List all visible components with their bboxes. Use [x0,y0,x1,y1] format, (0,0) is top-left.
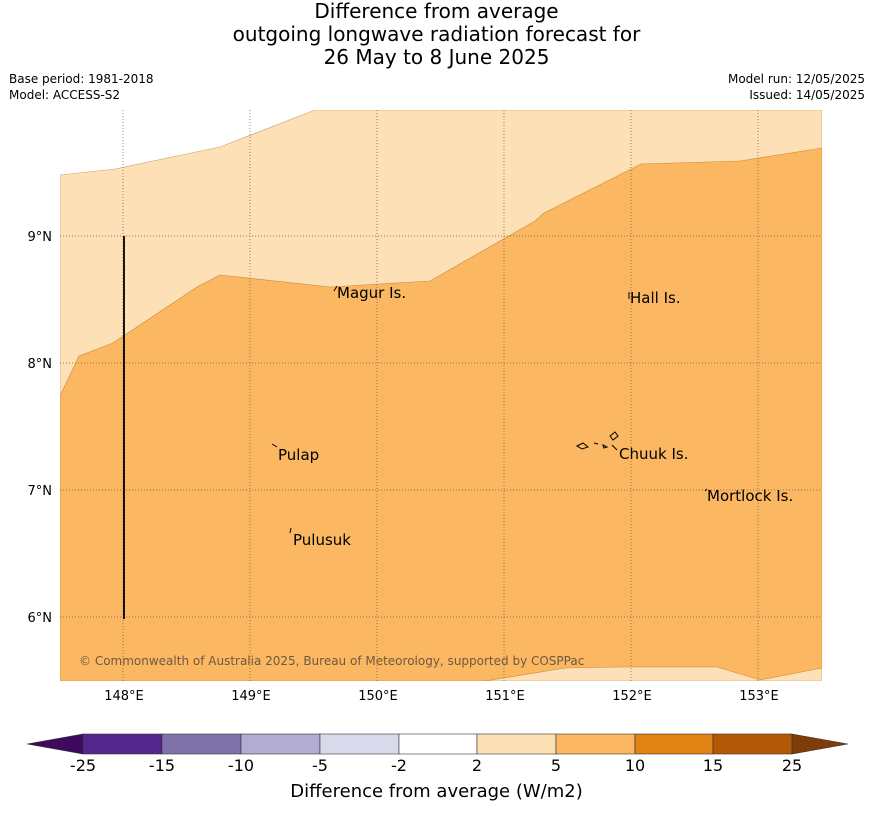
lon-label-151: 151°E [485,689,525,704]
colorbar-tick-label: -15 [148,756,176,775]
colorbar-tick-label: -2 [391,756,407,775]
colorbar-bin-6 [476,733,557,755]
place-label-pulusuk: Pulusuk [293,531,351,549]
colorbar-bin-8 [634,733,714,755]
colorbar-bin-4 [319,733,400,755]
lat-label-7n: 7°N [28,484,53,499]
colorbar-bin-3 [240,733,321,755]
lat-label-6n: 6°N [28,611,53,626]
map-title: Difference from average outgoing longwav… [0,0,873,69]
colorbar-tick-label: -25 [69,756,97,775]
model-run-text: Model run: 12/05/2025 [727,72,865,86]
colorbar-bin-5 [398,733,478,755]
lon-label-149: 149°E [231,689,271,704]
island-outlines [271,285,708,534]
lon-label-153: 153°E [739,689,779,704]
colorbar-title: Difference from average (W/m2) [290,781,583,802]
colorbar-tick-label: 2 [471,756,483,775]
lon-axis-labels: 148°E 149°E 150°E 151°E 152°E 153°E [104,689,779,704]
title-line-2: outgoing longwave radiation forecast for [232,22,641,46]
colorbar-tick-label: 5 [550,756,562,775]
meta-left: Base period: 1981-2018 Model: ACCESS-S2 [9,71,154,103]
map-area: Magur Is. Hall Is. Pulap Chuuk Is. Mortl… [60,110,822,681]
colorbar-bin-9 [712,733,793,755]
colorbar-tick-label: 15 [702,756,724,775]
colorbar-tick-label: -10 [227,756,255,775]
lon-label-152: 152°E [612,689,652,704]
colorbar [26,733,849,755]
place-label-chuuk: Chuuk Is. [619,445,688,463]
colorbar-extend-min [26,733,84,755]
meta-right: Model run: 12/05/2025 Issued: 14/05/2025 [728,71,865,103]
colorbar-bin-1 [82,733,163,755]
lat-label-9n: 9°N [28,230,53,245]
colorbar-extend-max [791,733,849,755]
copyright-notice: © Commonwealth of Australia 2025, Bureau… [79,654,584,668]
colorbar-tick-label: 10 [624,756,646,775]
colorbar-tick-label: -5 [312,756,328,775]
place-label-pulap: Pulap [278,446,319,464]
place-label-mortlock: Mortlock Is. [707,487,793,505]
place-label-hall: Hall Is. [630,289,681,307]
colorbar-bin-7 [555,733,636,755]
issued-text: Issued: 14/05/2025 [749,88,865,102]
colorbar-tick-label: 25 [781,756,803,775]
place-label-magur: Magur Is. [337,284,406,302]
lon-label-150: 150°E [358,689,398,704]
lat-axis-labels: 9°N 8°N 7°N 6°N [28,230,53,626]
lat-label-8n: 8°N [28,357,53,372]
colorbar-bin-2 [161,733,242,755]
base-period-text: Base period: 1981-2018 [9,72,154,86]
title-line-3: 26 May to 8 June 2025 [323,45,550,69]
anomaly-region-5-to-10 [60,147,822,681]
title-line-1: Difference from average [314,0,559,23]
model-text: Model: ACCESS-S2 [9,88,121,102]
lon-label-148: 148°E [104,689,144,704]
place-labels: Magur Is. Hall Is. Pulap Chuuk Is. Mortl… [278,284,793,549]
gridlines [60,110,822,681]
